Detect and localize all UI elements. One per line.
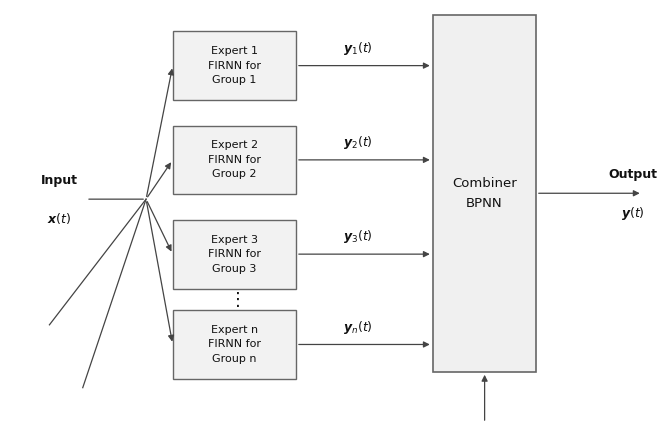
Text: Expert 1
FIRNN for
Group 1: Expert 1 FIRNN for Group 1 (208, 46, 261, 85)
Bar (173, 31, 296, 100)
Text: $\boldsymbol{y}(t)$: $\boldsymbol{y}(t)$ (621, 205, 644, 222)
Text: $\boldsymbol{y}_{2}(t)$: $\boldsymbol{y}_{2}(t)$ (343, 134, 372, 151)
Text: Expert 2
FIRNN for
Group 2: Expert 2 FIRNN for Group 2 (208, 141, 261, 179)
Text: Combiner
BPNN: Combiner BPNN (452, 177, 517, 210)
Text: Input: Input (41, 174, 78, 187)
Text: Output: Output (608, 168, 657, 181)
Text: Expert 3
FIRNN for
Group 3: Expert 3 FIRNN for Group 3 (208, 235, 261, 274)
Text: $\boldsymbol{x}(t)$: $\boldsymbol{x}(t)$ (47, 211, 71, 226)
Text: $\boldsymbol{y}_{n}(t)$: $\boldsymbol{y}_{n}(t)$ (343, 319, 372, 336)
Text: $\vdots$: $\vdots$ (228, 290, 241, 309)
Text: $\boldsymbol{y}_{1}(t)$: $\boldsymbol{y}_{1}(t)$ (343, 40, 372, 57)
Text: $\boldsymbol{y}_{3}(t)$: $\boldsymbol{y}_{3}(t)$ (343, 229, 372, 245)
Bar (173, 125, 296, 194)
Bar (173, 220, 296, 288)
Text: Expert n
FIRNN for
Group n: Expert n FIRNN for Group n (208, 325, 261, 364)
Bar (433, 15, 536, 372)
Bar (173, 310, 296, 379)
